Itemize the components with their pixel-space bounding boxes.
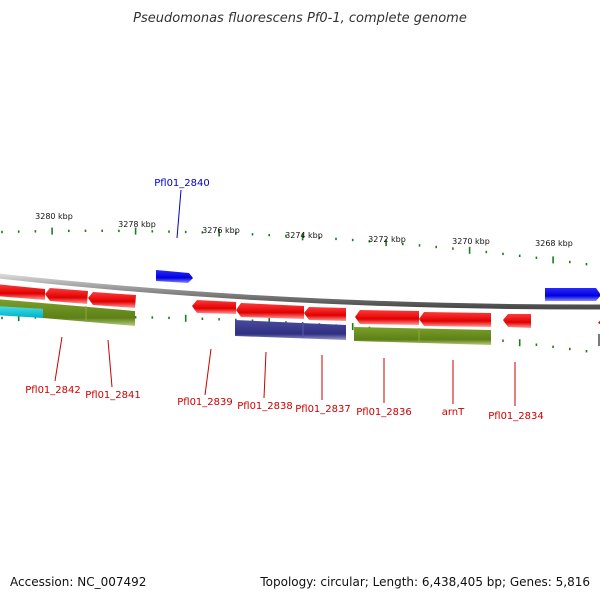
scale-label: 3280 kbp (35, 212, 73, 221)
label-pfl01-2834[interactable]: Pfl01_2834 (488, 411, 544, 422)
label-pfl01-2836[interactable]: Pfl01_2836 (356, 407, 412, 418)
gene-pfl01-2842[interactable] (45, 288, 88, 304)
leader-pfl01-2839 (204, 348, 212, 396)
cog-category-bands (0, 299, 600, 346)
label-pfl01-2840[interactable]: Pfl01_2840 (154, 178, 210, 189)
cog-band-cyan (0, 306, 43, 318)
cog-band-edge (598, 334, 600, 346)
label-pfl01-2842[interactable]: Pfl01_2842 (25, 385, 81, 396)
gene-left-edge[interactable] (0, 284, 45, 300)
scale-label: 3274 kbp (285, 231, 323, 240)
label-pfl01-2837[interactable]: Pfl01_2837 (295, 404, 351, 415)
leader-pfl01-2841 (107, 339, 113, 388)
map-title: Pseudomonas fluorescens Pf0-1, complete … (133, 11, 467, 26)
cog-band-slate (235, 320, 346, 340)
gene-pfl01-2838-red[interactable] (236, 303, 304, 319)
cog-band-olive-right (354, 327, 491, 345)
gene-pfl01-2834[interactable] (503, 314, 531, 328)
cog-band-olive-left (0, 299, 135, 326)
label-arnt[interactable]: arnT (442, 407, 465, 418)
gene-pfl01-2837-red[interactable] (304, 307, 346, 321)
outer-scale-ticks (1, 227, 588, 266)
gene-pfl01-2836-red[interactable] (355, 310, 419, 325)
scale-label: 3272 kbp (368, 235, 406, 244)
label-leaders (54, 189, 516, 406)
gene-arnt-red[interactable] (419, 312, 491, 327)
scale-label: 3270 kbp (452, 237, 490, 246)
label-pfl01-2841[interactable]: Pfl01_2841 (85, 390, 141, 401)
leader-pfl01-2838 (263, 351, 267, 399)
gene-pfl01-2840[interactable] (156, 270, 193, 283)
label-pfl01-2839[interactable]: Pfl01_2839 (177, 397, 233, 408)
forward-strand-genes (156, 270, 600, 301)
reverse-strand-genes (0, 284, 600, 328)
scale-label: 3278 kbp (118, 220, 156, 229)
gene-forward-right[interactable] (545, 288, 600, 301)
scale-labels: 3280 kbp 3278 kbp 3276 kbp 3274 kbp 3272… (35, 212, 573, 248)
accession-text: Accession: NC_007492 (10, 575, 146, 589)
leader-pfl01-2842 (54, 336, 63, 382)
scale-label: 3268 kbp (535, 239, 573, 248)
leader-pfl01-2840 (176, 189, 182, 239)
scale-label: 3276 kbp (202, 226, 240, 235)
gene-pfl01-2841[interactable] (88, 292, 136, 308)
gene-labels: Pfl01_2840 Pfl01_2842 Pfl01_2841 Pfl01_2… (25, 178, 544, 422)
gene-pfl01-2839[interactable] (192, 300, 236, 314)
label-pfl01-2838[interactable]: Pfl01_2838 (237, 401, 293, 412)
genome-summary-text: Topology: circular; Length: 6,438,405 bp… (259, 575, 590, 589)
genome-backbone (0, 273, 600, 310)
